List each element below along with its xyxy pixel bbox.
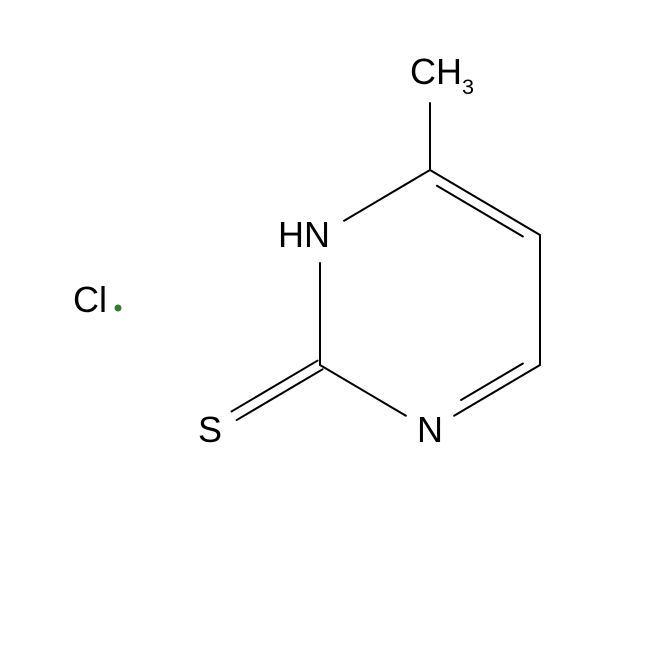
bond-lines-svg [0, 0, 650, 650]
atom-label-n: N [415, 412, 445, 448]
radical-dot-icon [115, 305, 122, 312]
atom-label-cl: Cl [71, 282, 109, 318]
atom-label-ch3: CH3 [408, 54, 476, 96]
chemical-structure-canvas: HN N S CH3 Cl [0, 0, 650, 650]
atom-label-hn: HN [276, 217, 332, 253]
atom-label-s: S [196, 412, 224, 448]
